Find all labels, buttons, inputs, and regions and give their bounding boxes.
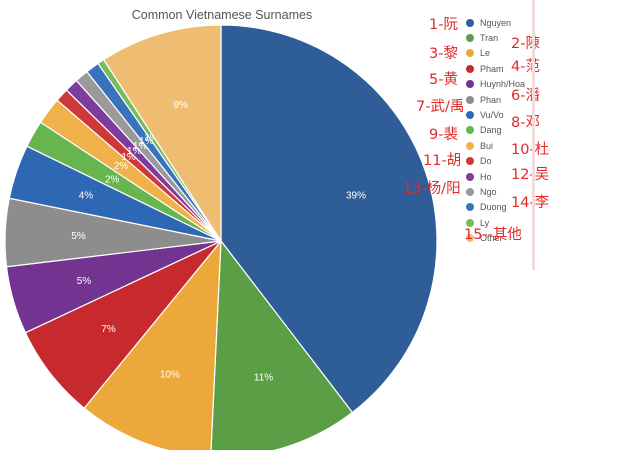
legend-label: Huynh/Hoa (480, 79, 526, 90)
legend-label: Ly (480, 217, 490, 228)
slice-label-bui: 2% (114, 161, 129, 172)
legend-item: Ly (466, 215, 525, 230)
legend-swatch (466, 80, 474, 89)
legend-item: Dang (466, 123, 525, 138)
pie-slice-le (83, 239, 222, 450)
legend-label: Ngo (480, 186, 497, 197)
slice-label-duong: 1% (139, 136, 154, 147)
legend-swatch (466, 141, 474, 150)
legend-swatch (466, 18, 474, 27)
annotation-5: 5-黄 (429, 72, 458, 88)
slice-label-tran: 11% (254, 373, 273, 384)
legend-swatch (466, 218, 474, 227)
slice-label-huynh-hoang: 5% (77, 276, 92, 287)
legend-swatch (466, 172, 474, 181)
legend-label: Vu/Vo (480, 110, 504, 121)
annotation-3: 3-黎 (429, 46, 458, 62)
annotation-15: 15--其他 (464, 227, 522, 243)
legend-label: Dang (480, 125, 502, 136)
legend-label: Tran (480, 33, 499, 44)
legend-label: Ho (480, 171, 492, 182)
slice-label-vu-vo: 4% (79, 191, 94, 202)
annotation-6: 6-潘 (511, 88, 540, 104)
annotation-7: 7-武/禹 (416, 99, 465, 115)
legend-label: Other (480, 233, 503, 244)
slice-label-ngo: 1% (133, 141, 148, 152)
annotation-10: 10-杜 (511, 142, 550, 158)
legend-item: Vu/Vo (466, 107, 525, 122)
annotation-12: 12-吴 (511, 167, 550, 183)
legend-item: Do (466, 154, 525, 169)
legend-item: Huynh/Hoa (466, 77, 525, 92)
legend-item: Other (466, 230, 525, 245)
annotation-11: 11-胡 (423, 153, 462, 169)
annotation-8: 8-邓 (511, 115, 540, 131)
legend-label: Bui (480, 140, 494, 151)
legend-swatch (466, 187, 474, 196)
legend-item: Duong (466, 200, 525, 215)
legend-swatch (466, 234, 474, 243)
pie-slice-tran (210, 239, 354, 450)
slice-label-phan: 5% (71, 231, 86, 242)
legend-label: Le (480, 48, 491, 59)
legend: Nguyen Tran Le Pham Huynh/Hoa Phan Vu/Vo Dang Bu… (466, 15, 525, 246)
slice-label-ho: 1% (127, 146, 142, 157)
legend-label: Do (480, 156, 492, 167)
pie-slice-nguyen (220, 24, 438, 414)
legend-swatch (466, 95, 474, 104)
legend-item: Ho (466, 169, 525, 184)
annotation-9: 9-裴 (429, 127, 458, 143)
legend-swatch (466, 203, 474, 212)
legend-item: Bui (466, 138, 525, 153)
legend-swatch (466, 157, 474, 166)
annotation-13: 13-杨/阳 (403, 181, 461, 197)
legend-item: Le (466, 46, 525, 61)
image-edge-strip (532, 0, 535, 270)
slice-label-pham: 7% (101, 324, 116, 335)
legend-item: Tran (466, 30, 525, 45)
legend-item: Phan (466, 92, 525, 107)
legend-label: Pham (480, 63, 504, 74)
legend-label: Phan (480, 94, 502, 105)
annotation-4: 4-范 (511, 59, 540, 75)
legend-item: Nguyen (466, 15, 525, 30)
slice-label-other: 9% (173, 100, 188, 111)
legend-swatch (466, 34, 474, 43)
legend-label: Nguyen (480, 17, 512, 28)
annotation-14: 14-李 (511, 195, 550, 211)
chart-title: Common Vietnamese Surnames (131, 8, 313, 22)
pie-slice-other (102, 24, 222, 244)
legend-item: Ngo (466, 184, 525, 199)
annotation-2: 2-陳 (511, 36, 540, 52)
slice-label-nguyen: 39% (346, 191, 366, 202)
legend-swatch (466, 64, 474, 73)
legend-label: Duong (480, 202, 507, 213)
slice-label-dang: 2% (105, 174, 120, 185)
legend-item: Pham (466, 61, 525, 76)
legend-swatch (466, 126, 474, 135)
slice-label-do: 1% (121, 152, 136, 163)
legend-swatch (466, 49, 474, 58)
legend-swatch (466, 111, 474, 120)
annotation-1: 1-阮 (429, 17, 458, 33)
slice-label-le: 10% (160, 370, 180, 381)
slice-label-ly: 1% (144, 132, 159, 143)
